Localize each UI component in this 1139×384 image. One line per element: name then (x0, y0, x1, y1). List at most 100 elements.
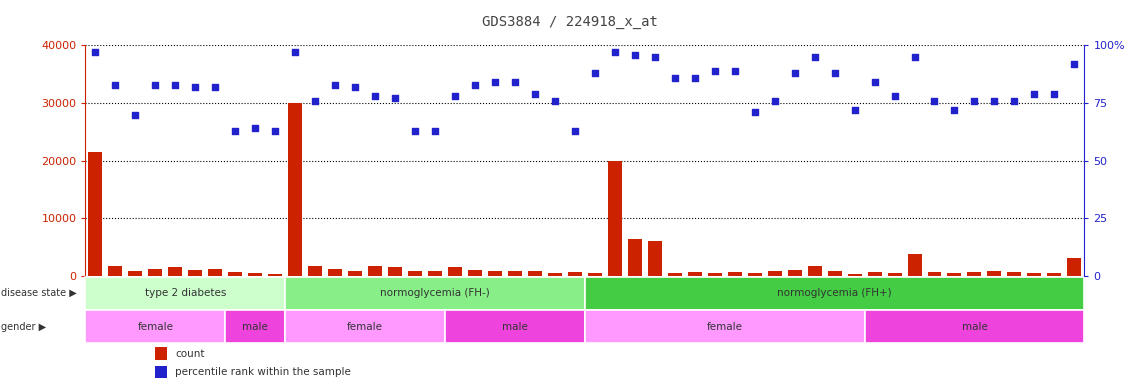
Bar (728, 272, 741, 276)
Bar (1067, 258, 1081, 276)
Bar (588, 273, 601, 276)
Bar (747, 273, 762, 276)
Point (186, 84, 204, 90)
Text: normoglycemia (FH+): normoglycemia (FH+) (777, 288, 892, 298)
Bar (129, 271, 142, 276)
Bar (368, 266, 382, 276)
Point (206, 84, 224, 90)
Point (405, 127, 424, 134)
Point (106, 81, 124, 88)
Point (665, 74, 683, 81)
Bar (608, 161, 622, 276)
Bar (788, 270, 802, 276)
Bar (828, 271, 842, 276)
Bar (285, 310, 445, 343)
Bar (155, 366, 167, 378)
Bar (967, 272, 982, 276)
Bar (208, 268, 222, 276)
Bar (328, 268, 342, 276)
Bar (585, 277, 1084, 310)
Bar (548, 273, 562, 276)
Point (246, 125, 264, 131)
Bar (85, 277, 285, 310)
Point (326, 81, 344, 88)
Bar (585, 310, 865, 343)
Bar (927, 272, 942, 276)
Point (925, 98, 943, 104)
Bar (868, 272, 882, 276)
Text: female: female (347, 321, 383, 332)
Bar (508, 271, 522, 276)
Bar (865, 310, 1084, 343)
Bar (85, 310, 226, 343)
Point (1025, 91, 1043, 97)
Bar (309, 266, 322, 276)
Bar (628, 238, 641, 276)
Text: type 2 diabetes: type 2 diabetes (145, 288, 226, 298)
Point (906, 54, 924, 60)
Bar (847, 274, 861, 276)
Text: male: male (243, 321, 268, 332)
Bar (908, 254, 921, 276)
Text: male: male (502, 321, 527, 332)
Text: male: male (961, 321, 988, 332)
Point (885, 93, 903, 99)
Point (606, 49, 624, 55)
Bar (707, 273, 722, 276)
Bar (226, 310, 285, 343)
Text: female: female (706, 321, 743, 332)
Point (566, 127, 584, 134)
Bar (89, 152, 103, 276)
Point (426, 127, 444, 134)
Bar (808, 266, 821, 276)
Point (746, 109, 764, 115)
Point (466, 81, 484, 88)
Bar (528, 271, 542, 276)
Text: percentile rank within the sample: percentile rank within the sample (175, 367, 351, 377)
Bar (228, 272, 243, 276)
Bar (1007, 272, 1022, 276)
Point (625, 51, 644, 58)
Bar (428, 271, 442, 276)
Text: female: female (138, 321, 173, 332)
Point (346, 84, 364, 90)
Point (526, 91, 544, 97)
Point (646, 54, 664, 60)
Point (765, 98, 784, 104)
Point (306, 98, 325, 104)
Bar (688, 272, 702, 276)
Bar (155, 347, 167, 360)
Point (1046, 91, 1064, 97)
Bar (487, 271, 502, 276)
Bar (667, 273, 682, 276)
Point (866, 79, 884, 85)
Text: normoglycemia (FH-): normoglycemia (FH-) (380, 288, 490, 298)
Point (966, 98, 984, 104)
Bar (988, 271, 1001, 276)
Point (386, 95, 404, 101)
Point (945, 107, 964, 113)
Bar (408, 271, 423, 276)
Text: count: count (175, 349, 205, 359)
Text: GDS3884 / 224918_x_at: GDS3884 / 224918_x_at (482, 15, 657, 29)
Point (726, 68, 744, 74)
Bar (445, 310, 585, 343)
Point (166, 81, 185, 88)
Point (826, 70, 844, 76)
Point (805, 54, 823, 60)
Bar (108, 266, 122, 276)
Point (1006, 98, 1024, 104)
Point (227, 127, 245, 134)
Point (985, 98, 1003, 104)
Point (845, 107, 863, 113)
Bar (188, 270, 203, 276)
Point (506, 79, 524, 85)
Bar (468, 270, 482, 276)
Point (146, 81, 164, 88)
Bar (648, 242, 662, 276)
Point (267, 127, 285, 134)
Point (706, 68, 724, 74)
Bar (285, 277, 585, 310)
Bar (268, 274, 282, 276)
Point (686, 74, 704, 81)
